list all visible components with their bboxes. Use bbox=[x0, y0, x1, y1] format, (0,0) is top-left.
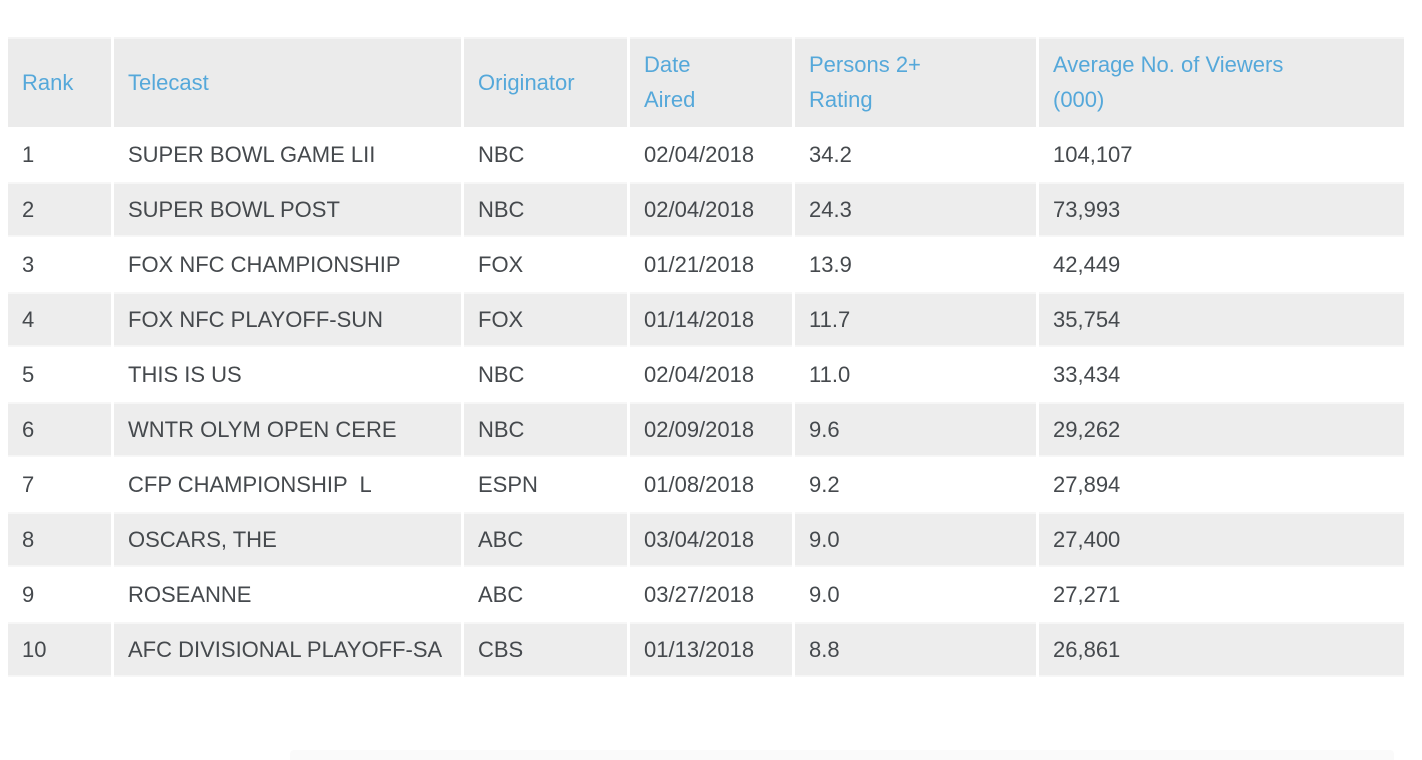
cell-rank: 4 bbox=[8, 292, 114, 347]
table-row: 5 THIS IS US NBC 02/04/2018 11.0 33,434 bbox=[8, 347, 1404, 402]
cell-rating: 11.7 bbox=[795, 292, 1039, 347]
cell-rating: 9.0 bbox=[795, 512, 1039, 567]
table-row: 8 OSCARS, THE ABC 03/04/2018 9.0 27,400 bbox=[8, 512, 1404, 567]
cell-rank: 10 bbox=[8, 622, 114, 677]
cell-viewers: 104,107 bbox=[1053, 142, 1133, 167]
cell-date-aired: 01/21/2018 bbox=[630, 237, 795, 292]
cell-originator: NBC bbox=[464, 347, 630, 402]
cell-rating: 13.9 bbox=[795, 237, 1039, 292]
table-row: 10 AFC DIVISIONAL PLAYOFF-SA CBS 01/13/2… bbox=[8, 622, 1404, 677]
cell-originator: ABC bbox=[464, 512, 630, 567]
cell-rank: 8 bbox=[8, 512, 114, 567]
cell-telecast: OSCARS, THE bbox=[114, 512, 464, 567]
cell-viewers: 35,754 bbox=[1039, 292, 1404, 347]
table-row: 1 SUPER BOWL GAME LII NBC 02/04/2018 34.… bbox=[8, 127, 1404, 182]
column-header-rank: Rank bbox=[8, 37, 114, 127]
cell-date-aired: 01/13/2018 bbox=[630, 622, 795, 677]
cell-originator: NBC bbox=[464, 402, 630, 457]
cell-rating: 9.2 bbox=[795, 457, 1039, 512]
cell-rank: 6 bbox=[8, 402, 114, 457]
cell-originator: ABC bbox=[464, 567, 630, 622]
cell-date-aired: 03/27/2018 bbox=[630, 567, 795, 622]
cell-telecast: AFC DIVISIONAL PLAYOFF-SA bbox=[114, 622, 464, 677]
cell-date-aired: 02/04/2018 bbox=[630, 182, 795, 237]
cell-rank: 5 bbox=[8, 347, 114, 402]
cell-viewers: 27,894 bbox=[1053, 472, 1121, 497]
cell-date-aired: 01/08/2018 bbox=[630, 457, 795, 512]
cell-originator: NBC bbox=[464, 127, 630, 182]
cell-viewers: 27,400 bbox=[1039, 512, 1404, 567]
cell-viewers: 42,449 bbox=[1053, 252, 1121, 277]
table-row: 6 WNTR OLYM OPEN CERE NBC 02/09/2018 9.6… bbox=[8, 402, 1404, 457]
cell-date-aired: 02/09/2018 bbox=[630, 402, 795, 457]
cell-viewers: 33,434 bbox=[1053, 362, 1121, 387]
cell-originator: FOX bbox=[464, 292, 630, 347]
cell-viewers: 73,993 bbox=[1039, 182, 1404, 237]
table-row: 3 FOX NFC CHAMPIONSHIP FOX 01/21/2018 13… bbox=[8, 237, 1404, 292]
cell-rating: 11.0 bbox=[795, 347, 1039, 402]
cell-originator: FOX bbox=[464, 237, 630, 292]
cell-rank: 3 bbox=[8, 237, 114, 292]
column-header-viewers: Average No. of Viewers (000) bbox=[1039, 37, 1404, 127]
cell-rating: 9.6 bbox=[795, 402, 1039, 457]
cell-viewers: 27,271 bbox=[1053, 582, 1121, 607]
table-row: 4 FOX NFC PLAYOFF-SUN FOX 01/14/2018 11.… bbox=[8, 292, 1404, 347]
cell-telecast: WNTR OLYM OPEN CERE bbox=[114, 402, 464, 457]
cell-viewers: 26,861 bbox=[1039, 622, 1404, 677]
cell-rank: 9 bbox=[8, 567, 114, 622]
cell-rating: 24.3 bbox=[795, 182, 1039, 237]
table-row: 7 CFP CHAMPIONSHIP L ESPN 01/08/2018 9.2… bbox=[8, 457, 1404, 512]
cell-viewers: 29,262 bbox=[1039, 402, 1404, 457]
cell-originator: CBS bbox=[464, 622, 630, 677]
column-header-date-aired: Date Aired bbox=[630, 37, 795, 127]
table-row: 9 ROSEANNE ABC 03/27/2018 9.0 27,271 bbox=[8, 567, 1404, 622]
cell-rating: 8.8 bbox=[795, 622, 1039, 677]
bottom-partial-element bbox=[290, 750, 1394, 760]
cell-date-aired: 03/04/2018 bbox=[630, 512, 795, 567]
cell-originator: ESPN bbox=[464, 457, 630, 512]
table-header-row: Rank Telecast Originator Date Aired Pers… bbox=[8, 37, 1404, 127]
cell-telecast: ROSEANNE bbox=[114, 567, 464, 622]
cell-rank: 1 bbox=[8, 127, 114, 182]
cell-date-aired: 02/04/2018 bbox=[630, 127, 795, 182]
cell-telecast: FOX NFC CHAMPIONSHIP bbox=[114, 237, 464, 292]
cell-rating: 9.0 bbox=[795, 567, 1039, 622]
cell-rank: 7 bbox=[8, 457, 114, 512]
column-header-originator: Originator bbox=[464, 37, 630, 127]
cell-telecast: SUPER BOWL POST bbox=[114, 182, 464, 237]
ratings-table-container: Rank Telecast Originator Date Aired Pers… bbox=[8, 37, 1404, 677]
cell-telecast: THIS IS US bbox=[114, 347, 464, 402]
column-header-telecast: Telecast bbox=[114, 37, 464, 127]
table-row: 2 SUPER BOWL POST NBC 02/04/2018 24.3 73… bbox=[8, 182, 1404, 237]
cell-telecast: FOX NFC PLAYOFF-SUN bbox=[114, 292, 464, 347]
cell-date-aired: 01/14/2018 bbox=[630, 292, 795, 347]
column-header-rating: Persons 2+ Rating bbox=[795, 37, 1039, 127]
cell-rating: 34.2 bbox=[795, 127, 1039, 182]
ratings-table: Rank Telecast Originator Date Aired Pers… bbox=[8, 37, 1404, 677]
cell-telecast: SUPER BOWL GAME LII bbox=[114, 127, 464, 182]
cell-telecast: CFP CHAMPIONSHIP L bbox=[114, 457, 464, 512]
cell-rank: 2 bbox=[8, 182, 114, 237]
cell-originator: NBC bbox=[464, 182, 630, 237]
cell-date-aired: 02/04/2018 bbox=[630, 347, 795, 402]
